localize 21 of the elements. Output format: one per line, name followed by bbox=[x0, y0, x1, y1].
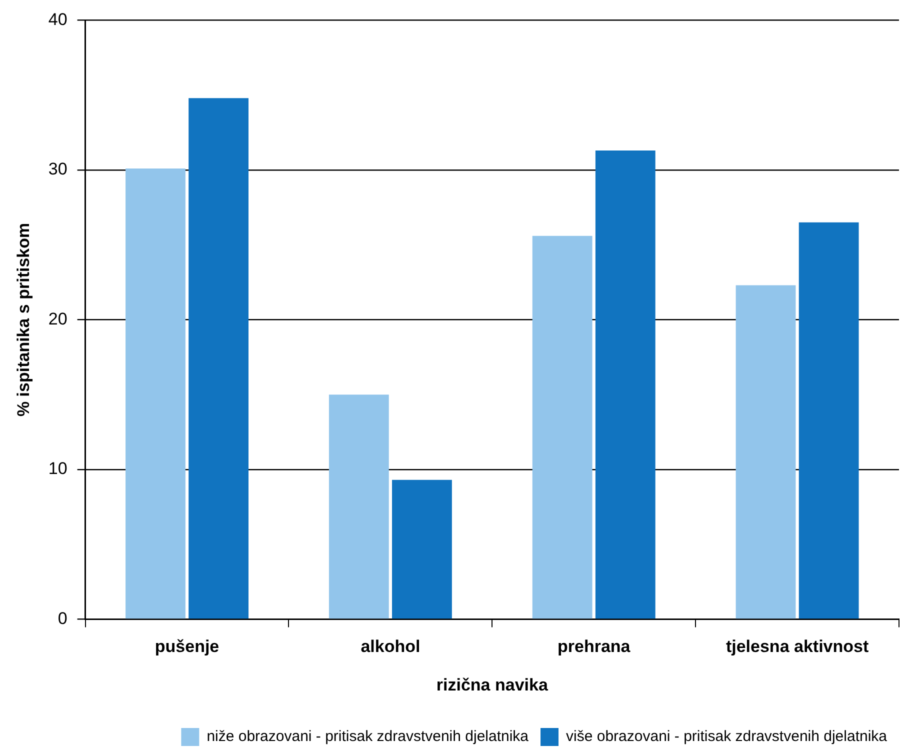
legend-label: više obrazovani - pritisak zdravstvenih djelatnika bbox=[566, 728, 888, 746]
bar bbox=[798, 222, 859, 619]
legend-label: niže obrazovani - pritisak zdravstvenih djelatnika bbox=[206, 728, 530, 746]
bar bbox=[392, 480, 452, 619]
x-tick-label: tjelesna aktivnost bbox=[726, 637, 869, 656]
bar bbox=[595, 150, 656, 619]
bar bbox=[736, 285, 796, 619]
y-tick-label: 0 bbox=[58, 608, 68, 628]
bar bbox=[328, 394, 389, 619]
bar bbox=[188, 98, 249, 619]
x-tick-label: pušenje bbox=[154, 637, 220, 656]
y-axis-title: % ispitanika s pritiskom bbox=[14, 222, 33, 417]
bar bbox=[532, 236, 592, 619]
x-tick-label: alkohol bbox=[360, 637, 420, 656]
bar bbox=[126, 168, 186, 619]
x-axis-title: rizična navika bbox=[436, 675, 548, 694]
y-tick-label: 30 bbox=[48, 160, 68, 179]
y-tick-label: 10 bbox=[48, 459, 68, 478]
y-tick-label: 20 bbox=[48, 309, 68, 328]
y-tick-label: 40 bbox=[48, 10, 68, 29]
x-tick-label: prehrana bbox=[557, 637, 631, 656]
